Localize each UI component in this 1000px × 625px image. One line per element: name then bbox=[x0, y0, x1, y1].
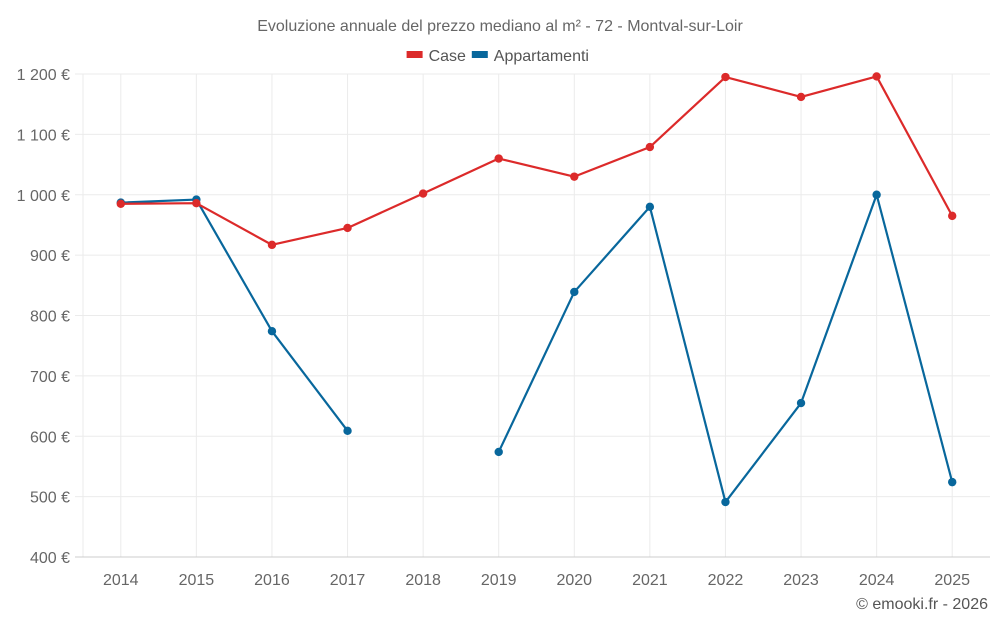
series-group bbox=[116, 72, 957, 507]
y-tick-label: 800 € bbox=[30, 309, 70, 326]
series-line-appartamenti bbox=[120, 198, 349, 432]
legend-label: Case bbox=[429, 48, 466, 65]
x-tick-label: 2021 bbox=[632, 572, 668, 589]
data-point-case[interactable] bbox=[343, 223, 352, 233]
data-point-case[interactable] bbox=[872, 72, 881, 81]
data-point-case[interactable] bbox=[645, 142, 655, 152]
data-point-case[interactable] bbox=[267, 240, 277, 250]
legend-swatch bbox=[406, 51, 423, 58]
data-point-case[interactable] bbox=[948, 211, 957, 221]
data-point-appartamenti[interactable] bbox=[494, 447, 503, 457]
y-tick-label: 500 € bbox=[30, 490, 70, 507]
x-tick-label: 2024 bbox=[859, 572, 895, 589]
data-point-appartamenti[interactable] bbox=[645, 202, 655, 212]
series-case bbox=[116, 72, 957, 250]
series-line-case bbox=[120, 75, 954, 246]
data-point-case[interactable] bbox=[116, 199, 125, 209]
y-tick-label: 600 € bbox=[30, 429, 70, 446]
x-tick-label: 2016 bbox=[254, 572, 290, 589]
y-gridlines bbox=[75, 73, 990, 498]
data-point-case[interactable] bbox=[418, 189, 428, 198]
series-appartamenti bbox=[116, 190, 957, 507]
x-tick-label: 2023 bbox=[783, 572, 819, 589]
legend-item-appartamenti[interactable]: Appartamenti bbox=[471, 48, 589, 65]
data-point-appartamenti[interactable] bbox=[721, 497, 730, 507]
x-tick-label: 2020 bbox=[556, 572, 592, 589]
data-point-case[interactable] bbox=[494, 154, 503, 163]
x-tick-label: 2019 bbox=[481, 572, 517, 589]
chart-title: Evoluzione annuale del prezzo mediano al… bbox=[257, 18, 743, 35]
data-point-appartamenti[interactable] bbox=[796, 398, 806, 408]
legend: Case Appartamenti bbox=[406, 48, 589, 65]
data-point-case[interactable] bbox=[570, 172, 579, 181]
x-tick-label: 2014 bbox=[103, 572, 139, 589]
x-tick-label: 2017 bbox=[330, 572, 366, 589]
legend-item-case[interactable]: Case bbox=[406, 48, 466, 65]
legend-swatch bbox=[471, 51, 488, 58]
x-tick-label: 2018 bbox=[405, 572, 441, 589]
data-point-appartamenti[interactable] bbox=[872, 190, 881, 199]
legend-label: Appartamenti bbox=[494, 48, 589, 65]
x-gridlines bbox=[82, 74, 953, 557]
x-axis-ticks: 2014 2015 2016 2017 2018 2019 2020 2021 2022 2023… bbox=[103, 572, 970, 589]
y-tick-label: 900 € bbox=[30, 248, 70, 265]
y-tick-label: 1 200 € bbox=[17, 67, 70, 84]
data-point-case[interactable] bbox=[192, 199, 201, 208]
y-tick-label: 1 000 € bbox=[17, 188, 70, 205]
x-tick-label: 2022 bbox=[708, 572, 744, 589]
data-point-appartamenti[interactable] bbox=[343, 426, 352, 436]
data-point-case[interactable] bbox=[721, 72, 730, 82]
data-point-appartamenti[interactable] bbox=[570, 287, 579, 297]
data-point-appartamenti[interactable] bbox=[267, 326, 277, 336]
x-tick-label: 2015 bbox=[179, 572, 215, 589]
x-tick-label: 2025 bbox=[934, 572, 970, 589]
y-axis-ticks: 400 € 500 € 600 € 700 € 800 € 900 € 1 000 € 1 1… bbox=[17, 67, 70, 567]
y-tick-label: 1 100 € bbox=[17, 127, 70, 144]
y-tick-label: 400 € bbox=[30, 550, 70, 567]
data-point-appartamenti[interactable] bbox=[948, 477, 957, 487]
data-point-case[interactable] bbox=[796, 92, 806, 102]
y-tick-label: 700 € bbox=[30, 369, 70, 386]
credit-text: © emooki.fr - 2026 bbox=[856, 596, 988, 613]
